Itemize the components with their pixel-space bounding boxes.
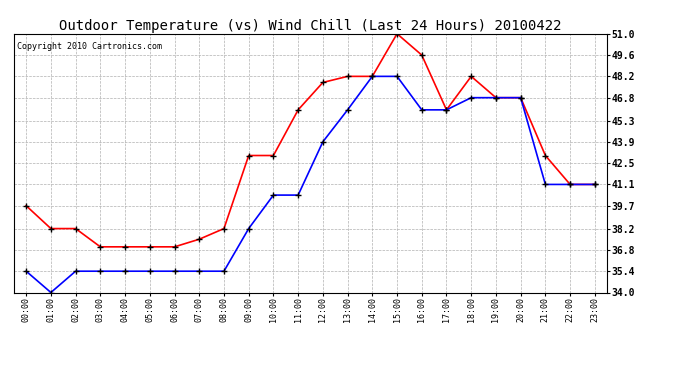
Title: Outdoor Temperature (vs) Wind Chill (Last 24 Hours) 20100422: Outdoor Temperature (vs) Wind Chill (Las… [59, 19, 562, 33]
Text: Copyright 2010 Cartronics.com: Copyright 2010 Cartronics.com [17, 42, 161, 51]
